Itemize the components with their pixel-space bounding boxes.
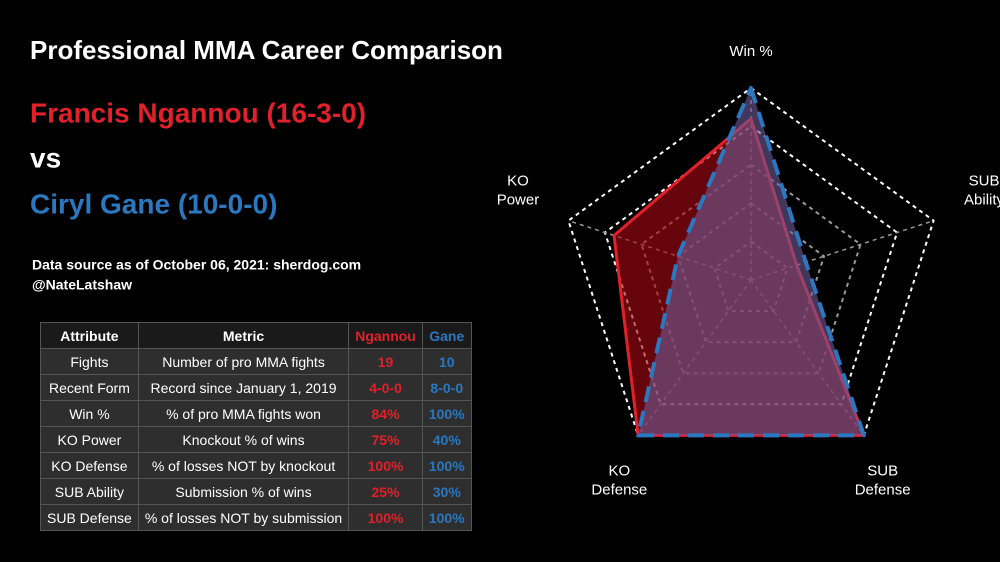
table-row: Win %% of pro MMA fights won 84% 100%	[40, 400, 472, 427]
stats-table: Attribute Metric Ngannou Gane Fights Number o…	[40, 322, 472, 531]
column-header: Attribute	[40, 322, 139, 349]
table-row: KO Power Knockout % of wins 75% 40%	[40, 426, 472, 453]
radar-line	[636, 86, 866, 438]
title: Professional MMA Career Comparison	[30, 35, 503, 65]
table-row: SUB Defense% of losses NOT by submission…	[40, 504, 472, 531]
table-cell: 100%	[348, 452, 423, 479]
table-cell: Knockout % of wins	[137, 426, 350, 453]
table-cell: 25%	[348, 478, 423, 505]
axis-label: Win %	[729, 43, 772, 60]
table-row: KO Defense% of losses NOT by knockout 100…	[40, 452, 472, 479]
table-cell: SUB Defense	[40, 504, 139, 531]
table-cell: % of losses NOT by submission	[137, 504, 350, 531]
table-cell: 30%	[421, 478, 472, 505]
table-cell: 100%	[421, 452, 472, 479]
table-cell: % of pro MMA fights won	[137, 400, 350, 427]
table-cell: 4-0-0	[348, 374, 423, 401]
column-header: Ngannou	[348, 322, 423, 349]
table-cell: 100%	[421, 400, 472, 427]
table-cell: 19	[348, 348, 423, 375]
table-cell: Win %	[40, 400, 139, 427]
source: Data source as of October 06, 2021: sher…	[32, 257, 361, 273]
table-cell: Number of pro MMA fights	[137, 348, 350, 375]
column-header: Metric	[137, 322, 350, 349]
axis-label: KO Defense	[591, 463, 647, 499]
table-cell: Record since January 1, 2019	[137, 374, 350, 401]
table-cell: Submission % of wins	[137, 478, 350, 505]
author: @NateLatshaw	[32, 277, 132, 293]
table-cell: SUB Ability	[40, 478, 139, 505]
axis-label: KO Power	[497, 172, 540, 208]
table-cell: 100%	[421, 504, 472, 531]
table-cell: 8-0-0	[421, 374, 472, 401]
table-row: SUB Ability Submission % of wins 25% 30%	[40, 478, 472, 505]
vs: vs	[30, 142, 61, 173]
table-cell: KO Defense	[40, 452, 139, 479]
table-cell: 100%	[348, 504, 423, 531]
table-cell: 10	[421, 348, 472, 375]
table-cell: % of losses NOT by knockout	[137, 452, 350, 479]
table-cell: Recent Form	[40, 374, 139, 401]
table-cell: 84%	[348, 400, 423, 427]
table-cell: 40%	[421, 426, 472, 453]
table-row: Recent Form Record since January 1, 2019 4…	[40, 374, 472, 401]
fighter1: Francis Ngannou (16-3-0)	[30, 97, 366, 128]
table-row: Fights Number of pro MMA fights 19 10	[40, 348, 472, 375]
table-cell: KO Power	[40, 426, 139, 453]
table-cell: 75%	[348, 426, 423, 453]
axis-label: SUB Defense	[855, 463, 911, 499]
column-header: Gane	[421, 322, 472, 349]
table-cell: Fights	[40, 348, 139, 375]
radar-area	[638, 88, 864, 436]
fighter2: Ciryl Gane (10-0-0)	[30, 188, 277, 219]
